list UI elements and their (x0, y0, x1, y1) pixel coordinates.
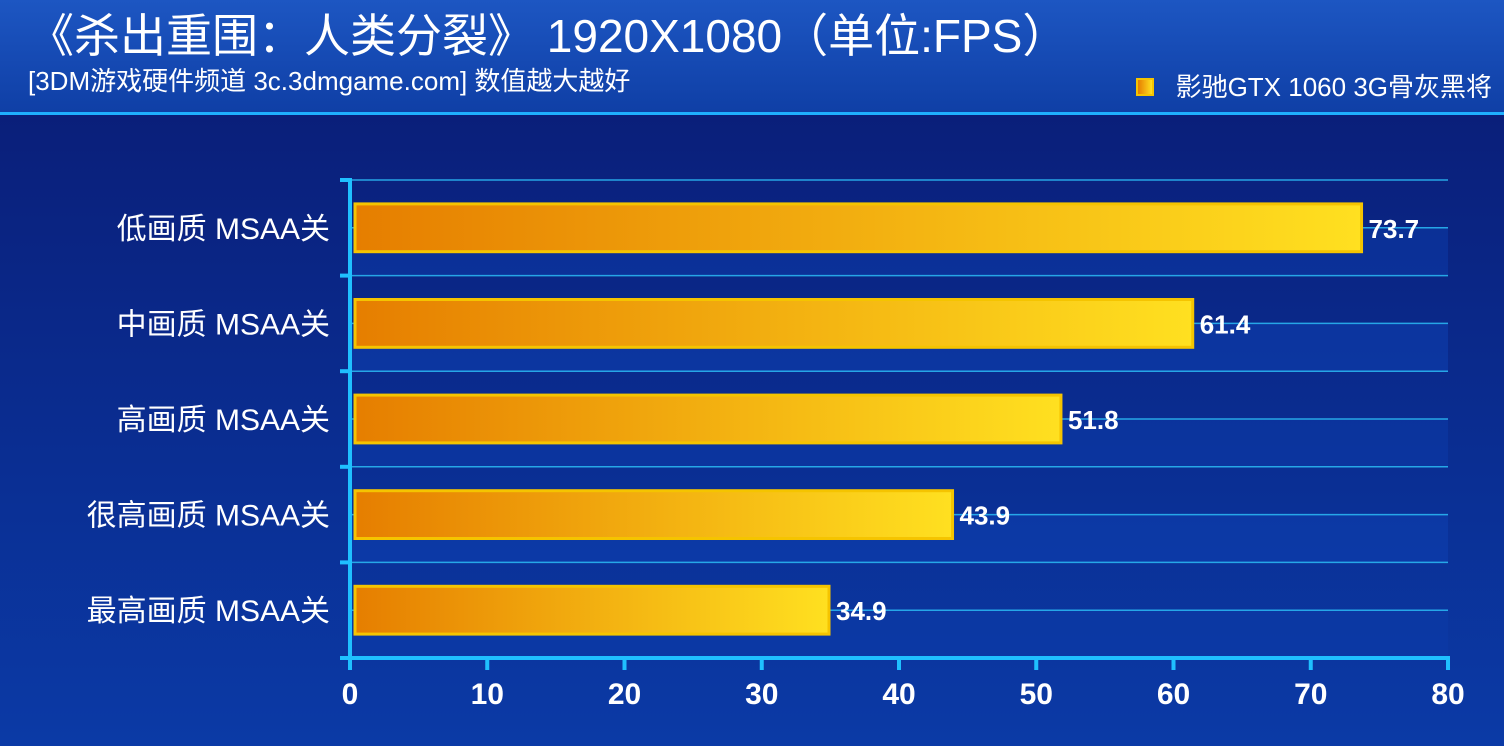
data-label: 61.4 (1200, 309, 1251, 339)
chart-title: 《杀出重围：人类分裂》 1920X1080（单位:FPS） (28, 10, 1069, 62)
x-tick-label: 50 (1020, 678, 1053, 711)
chart-subtitle: [3DM游戏硬件频道 3c.3dmgame.com] 数值越大越好 (28, 66, 631, 96)
bar-3 (353, 393, 1063, 445)
legend-swatch (1135, 78, 1154, 96)
x-tick-label: 20 (608, 678, 641, 711)
chart-header: 《杀出重围：人类分裂》 1920X1080（单位:FPS） [3DM游戏硬件频道… (0, 0, 1504, 112)
category-label: 高画质 MSAA关 (117, 404, 330, 437)
x-tick-label: 40 (882, 678, 915, 711)
x-tick-label: 0 (342, 678, 359, 711)
bar-2 (353, 298, 1195, 349)
x-tick-label: 30 (745, 678, 778, 711)
bar-1 (353, 202, 1364, 254)
data-label: 34.9 (836, 596, 887, 626)
x-tick-label: 10 (471, 678, 504, 711)
bar-5 (353, 584, 831, 636)
category-label: 最高画质 MSAA关 (87, 595, 330, 628)
x-tick-label: 80 (1431, 678, 1464, 711)
x-tick-label: 70 (1294, 678, 1327, 711)
category-label: 很高画质 MSAA关 (87, 500, 330, 533)
x-tick-label: 60 (1157, 678, 1190, 711)
bar-4 (353, 489, 955, 541)
category-label: 低画质 MSAA关 (117, 213, 330, 246)
legend: 影驰GTX 1060 3G骨灰黑将 (1135, 70, 1492, 104)
legend-label: 影驰GTX 1060 3G骨灰黑将 (1175, 72, 1492, 102)
data-label: 43.9 (960, 501, 1011, 531)
data-label: 73.7 (1369, 214, 1420, 244)
data-label: 51.8 (1068, 405, 1119, 435)
category-label: 中画质 MSAA关 (117, 308, 330, 341)
